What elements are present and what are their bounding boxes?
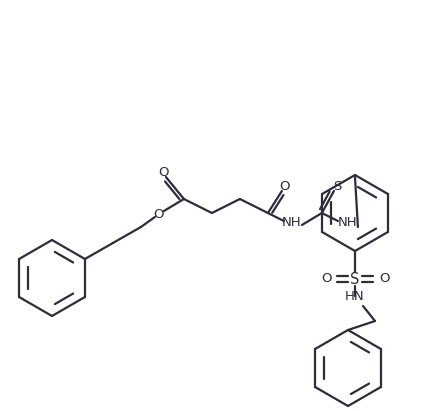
Text: NH: NH [338, 216, 358, 229]
Text: O: O [379, 272, 389, 286]
Text: O: O [280, 180, 290, 194]
Text: O: O [321, 272, 331, 286]
Text: O: O [154, 208, 164, 222]
Text: NH: NH [282, 216, 302, 229]
Text: HN: HN [345, 290, 365, 303]
Text: S: S [333, 180, 341, 194]
Text: O: O [159, 166, 169, 180]
Text: S: S [350, 272, 360, 286]
